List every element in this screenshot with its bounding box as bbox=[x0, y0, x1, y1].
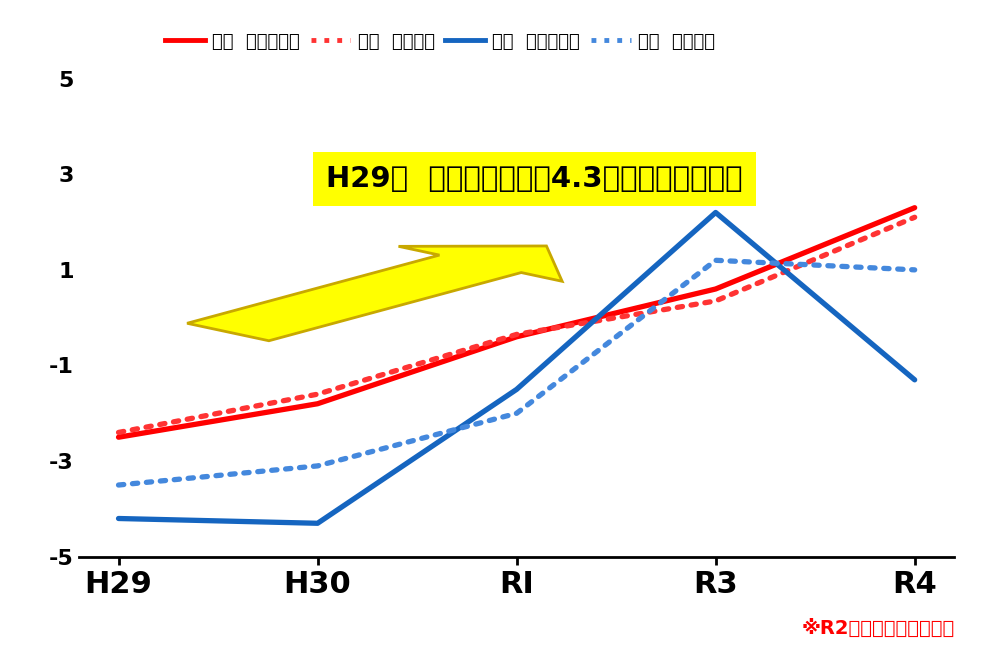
FancyArrow shape bbox=[187, 246, 562, 341]
Text: H29比  県との差は平創4.3ポイントの伸び！: H29比 県との差は平創4.3ポイントの伸び！ bbox=[326, 165, 742, 193]
Text: ※R2は実施していません: ※R2は実施していません bbox=[801, 619, 954, 638]
Legend: 国語  全国との差, 国語  県との差, 数学  全国との差, 数学  県との差: 国語 全国との差, 国語 県との差, 数学 全国との差, 数学 県との差 bbox=[157, 26, 722, 58]
